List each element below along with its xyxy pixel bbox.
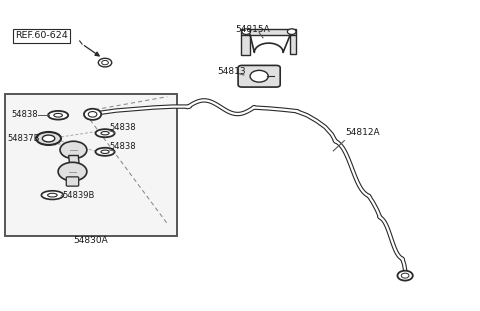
- Ellipse shape: [96, 148, 115, 156]
- Polygon shape: [69, 156, 79, 165]
- Polygon shape: [241, 35, 250, 55]
- Ellipse shape: [96, 129, 115, 137]
- Circle shape: [88, 112, 97, 117]
- FancyBboxPatch shape: [238, 65, 280, 87]
- Polygon shape: [290, 35, 297, 54]
- Text: 54839B: 54839B: [62, 191, 95, 200]
- Ellipse shape: [41, 191, 63, 199]
- Circle shape: [60, 141, 87, 159]
- Text: 54837B: 54837B: [8, 134, 40, 143]
- Circle shape: [242, 29, 251, 35]
- Ellipse shape: [48, 111, 68, 120]
- FancyBboxPatch shape: [4, 94, 177, 236]
- Text: 54815A: 54815A: [235, 25, 270, 34]
- FancyBboxPatch shape: [66, 177, 79, 186]
- Text: 54838: 54838: [110, 123, 136, 132]
- Circle shape: [288, 29, 296, 35]
- Text: 54830A: 54830A: [73, 236, 108, 245]
- Text: 54813: 54813: [217, 67, 246, 77]
- Text: 54812A: 54812A: [345, 128, 380, 137]
- Ellipse shape: [48, 193, 57, 197]
- Circle shape: [250, 70, 268, 82]
- Circle shape: [102, 60, 108, 65]
- Text: 54838: 54838: [110, 142, 136, 151]
- Ellipse shape: [36, 132, 61, 145]
- Ellipse shape: [101, 150, 109, 154]
- Circle shape: [397, 271, 413, 281]
- Polygon shape: [241, 29, 297, 35]
- Circle shape: [401, 273, 409, 278]
- Text: 54838: 54838: [11, 110, 38, 119]
- Circle shape: [84, 109, 101, 120]
- Circle shape: [58, 162, 87, 181]
- Text: REF.60-624: REF.60-624: [15, 31, 68, 40]
- Circle shape: [98, 58, 112, 67]
- Ellipse shape: [42, 135, 55, 142]
- Ellipse shape: [54, 114, 62, 117]
- Ellipse shape: [101, 132, 109, 135]
